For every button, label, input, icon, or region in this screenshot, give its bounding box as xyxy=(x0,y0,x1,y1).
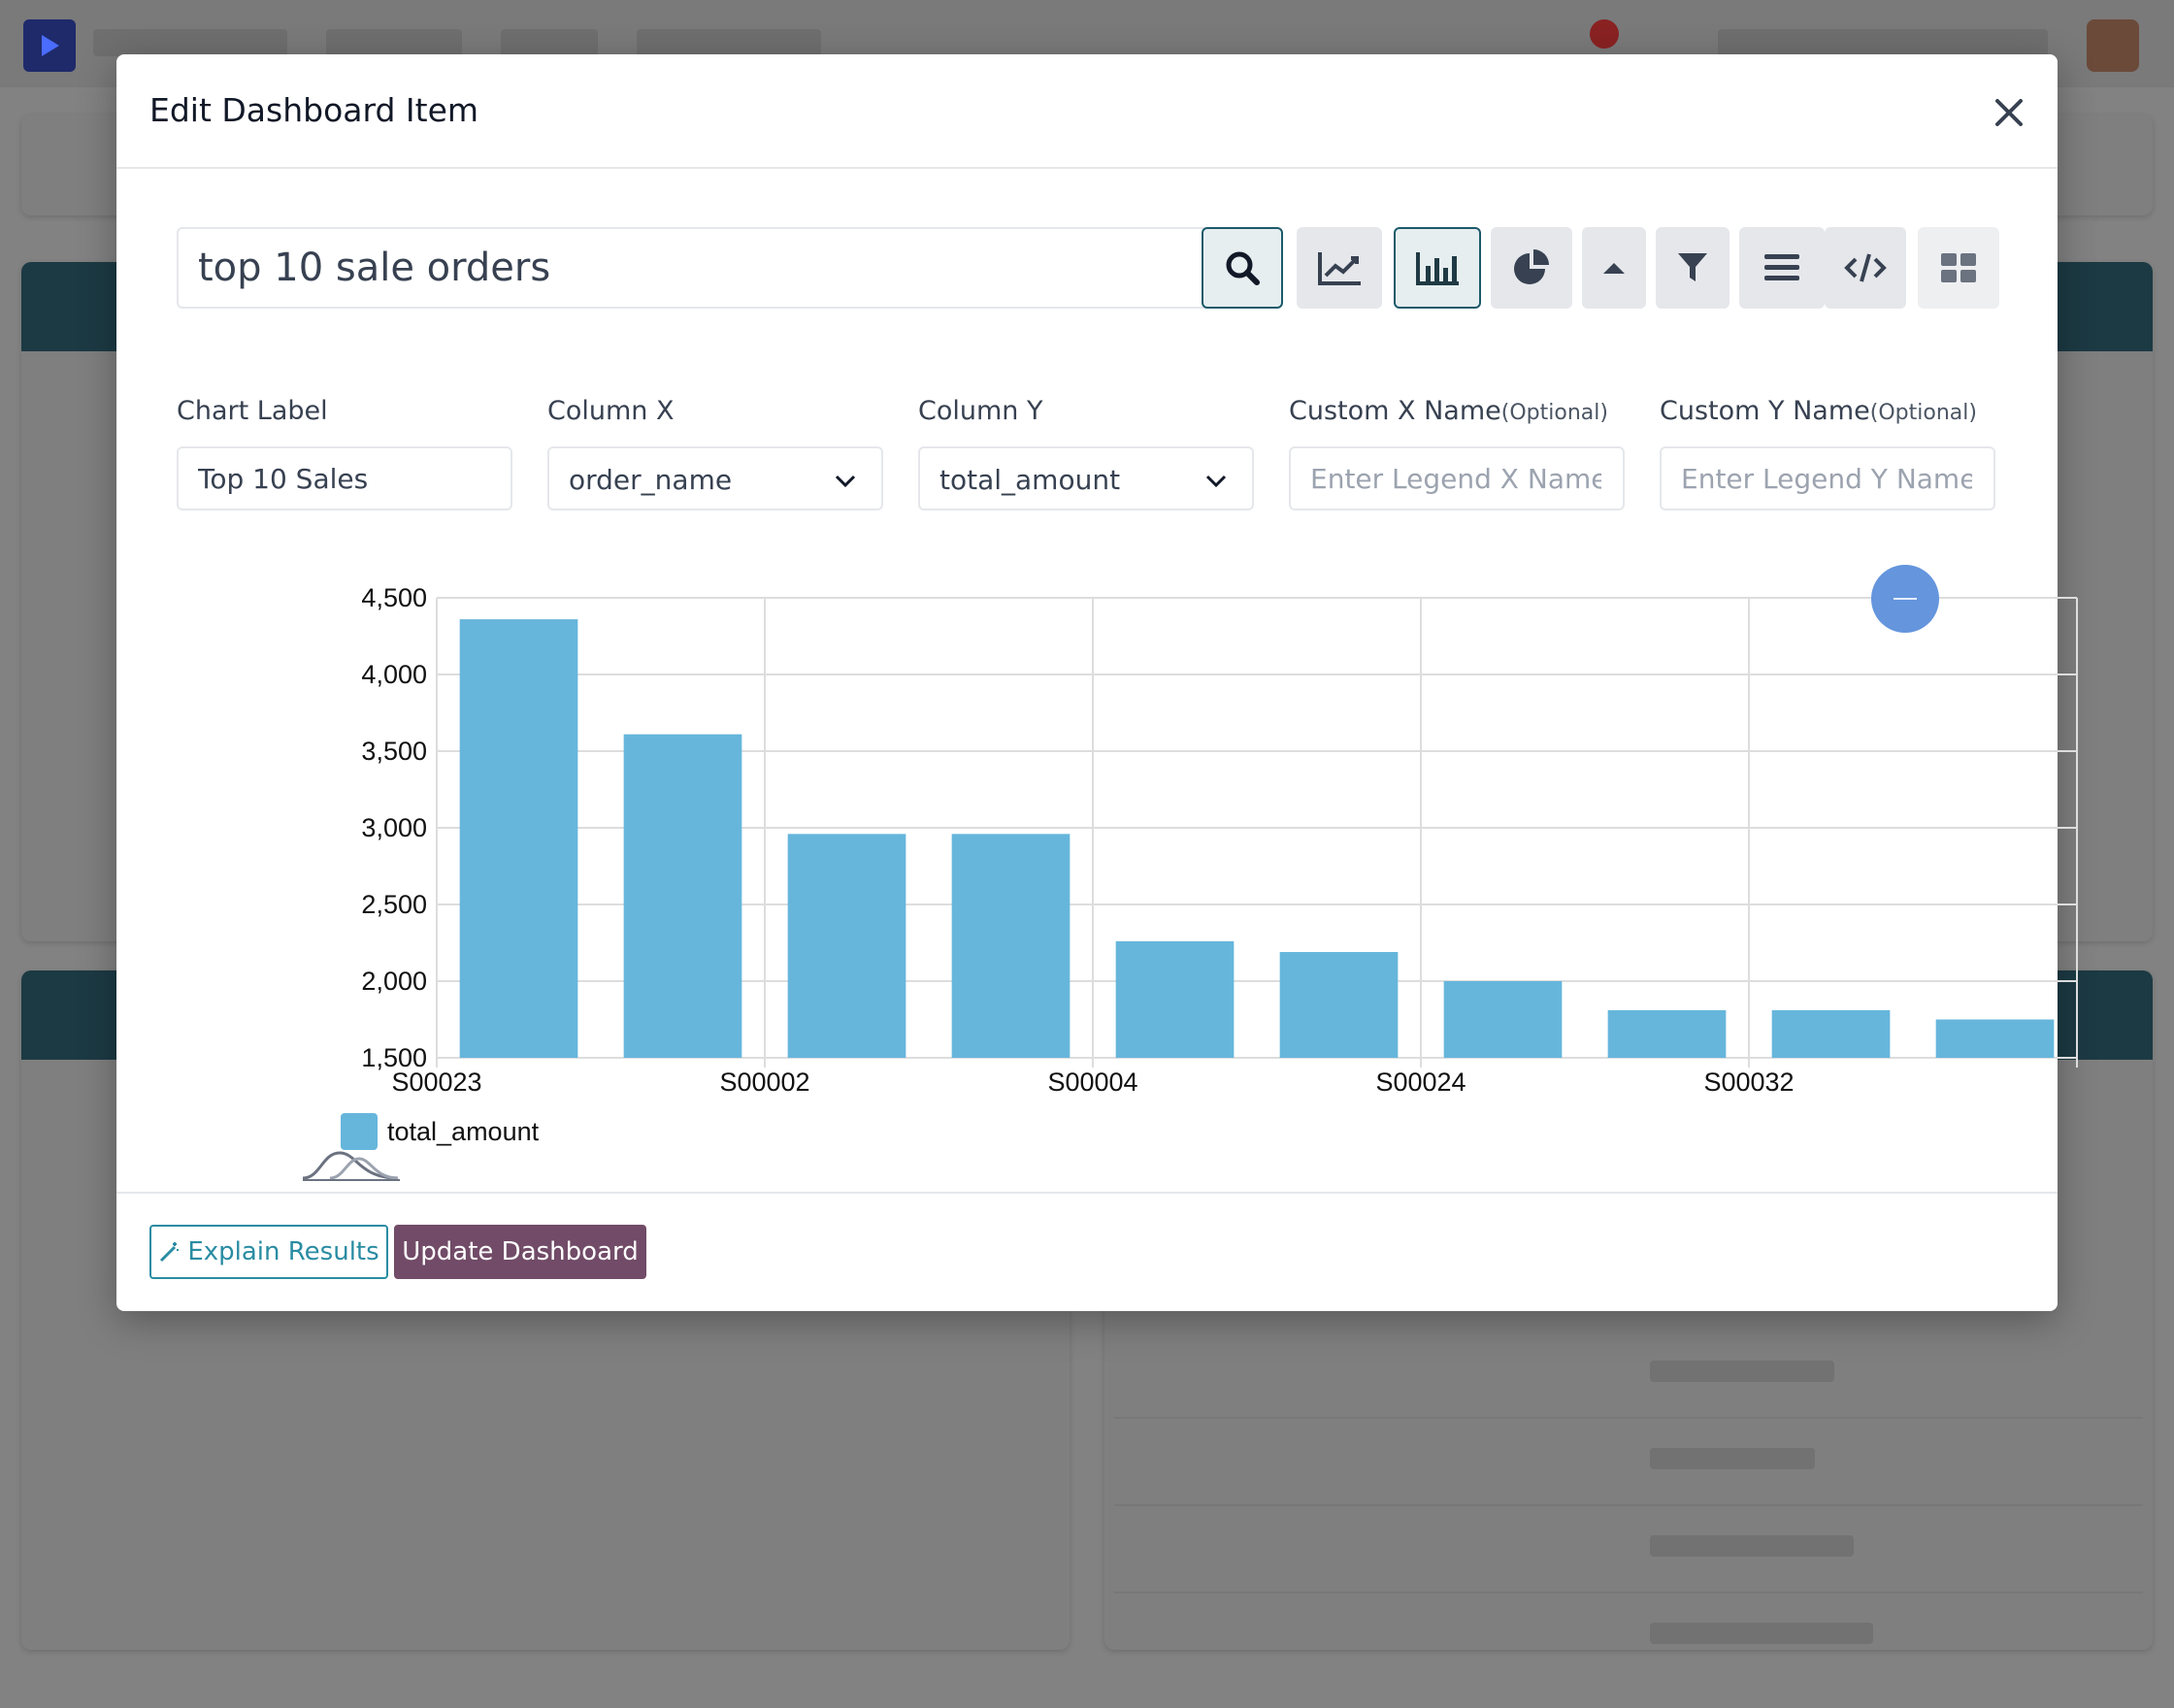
x-tick-label: S00023 xyxy=(391,1068,481,1097)
code-button[interactable] xyxy=(1825,227,1906,309)
column-y-value: total_amount xyxy=(939,464,1121,496)
code-icon xyxy=(1844,253,1887,282)
search-button[interactable] xyxy=(1202,227,1283,309)
x-tick-label: S00002 xyxy=(719,1068,809,1097)
edit-dashboard-item-modal: Edit Dashboard Item Chart Label Colu xyxy=(116,54,2078,1311)
nav-placeholder-app-name xyxy=(93,29,287,56)
custom-y-optional: (Optional) xyxy=(1869,401,1977,425)
column-y-select[interactable]: total_amount xyxy=(918,446,1254,510)
bar xyxy=(1607,1010,1727,1058)
explain-results-label: Explain Results xyxy=(187,1237,379,1266)
chevron-down-icon xyxy=(1205,475,1227,488)
query-search-box xyxy=(177,227,1283,309)
custom-y-input[interactable] xyxy=(1681,448,1972,509)
search-icon xyxy=(1226,251,1260,285)
bar xyxy=(623,734,742,1058)
grid-button[interactable] xyxy=(1918,227,1999,309)
x-tick-label: S00004 xyxy=(1047,1068,1137,1097)
chevron-down-icon xyxy=(835,475,856,488)
custom-y-field xyxy=(1660,446,1995,510)
bar-chart-icon xyxy=(1416,252,1459,285)
line-chart-button[interactable] xyxy=(1297,227,1382,309)
bg-row-text xyxy=(1650,1448,1815,1469)
notification-icon[interactable] xyxy=(1590,19,1619,49)
x-tick-label: S00024 xyxy=(1375,1068,1466,1097)
bg-row-divider xyxy=(1114,1504,2143,1506)
nav-placeholder-company[interactable] xyxy=(1718,29,2048,56)
custom-y-label-text: Custom Y Name xyxy=(1660,396,1870,426)
app-logo[interactable] xyxy=(23,19,76,72)
chart-label-input[interactable] xyxy=(198,448,489,509)
column-x-value: order_name xyxy=(569,464,733,496)
grid-icon xyxy=(1941,253,1976,282)
bar xyxy=(1279,951,1399,1058)
line-chart-icon xyxy=(1318,252,1361,285)
legend-swatch xyxy=(341,1113,378,1150)
bg-row-text xyxy=(1650,1361,1834,1382)
magic-wand-icon xyxy=(160,1242,180,1263)
y-tick-label: 2,000 xyxy=(361,967,427,996)
custom-x-input[interactable] xyxy=(1310,448,1601,509)
update-dashboard-label: Update Dashboard xyxy=(402,1237,639,1266)
y-tick-label: 4,500 xyxy=(361,583,427,612)
zoom-reset-button[interactable] xyxy=(1871,565,1939,633)
minus-icon xyxy=(1894,598,1917,600)
list-icon xyxy=(1764,254,1799,280)
y-tick-label: 4,000 xyxy=(361,660,427,689)
x-tick-label: S00032 xyxy=(1703,1068,1794,1097)
distribution-wave-icon xyxy=(302,1151,400,1181)
bar xyxy=(1443,981,1563,1058)
bar xyxy=(1115,940,1235,1058)
explain-results-button[interactable]: Explain Results xyxy=(149,1225,388,1279)
nav-placeholder-configuration[interactable] xyxy=(637,29,821,56)
chart-label-label: Chart Label xyxy=(177,396,328,426)
custom-y-label: Custom Y Name(Optional) xyxy=(1660,396,1977,426)
column-x-select[interactable]: order_name xyxy=(547,446,883,510)
close-icon[interactable] xyxy=(1990,93,2028,132)
pie-chart-button[interactable] xyxy=(1491,227,1572,309)
bar-chart-button[interactable] xyxy=(1394,227,1481,309)
column-x-label: Column X xyxy=(547,396,675,426)
custom-x-label-text: Custom X Name xyxy=(1289,396,1501,426)
caret-up-icon xyxy=(1603,263,1625,274)
user-avatar[interactable] xyxy=(2087,19,2139,72)
pie-chart-icon xyxy=(1514,249,1549,284)
bg-row-divider xyxy=(1114,1417,2143,1419)
custom-x-field xyxy=(1289,446,1625,510)
bg-row-text xyxy=(1650,1535,1854,1557)
y-tick-label: 3,500 xyxy=(361,737,427,766)
chart-legend[interactable]: total_amount xyxy=(341,1112,539,1151)
bar xyxy=(1771,1010,1891,1058)
query-input[interactable] xyxy=(198,229,1198,307)
bar-chart: 4,5004,0003,5003,0002,5002,0001,500S0002… xyxy=(361,583,2078,1097)
bg-row-text xyxy=(1650,1623,1873,1644)
caret-up-button[interactable] xyxy=(1582,227,1646,309)
list-button[interactable] xyxy=(1739,227,1825,309)
nav-placeholder-schema[interactable] xyxy=(501,29,598,56)
modal-footer-divider xyxy=(116,1192,2058,1194)
custom-x-optional: (Optional) xyxy=(1500,401,1608,425)
modal-header: Edit Dashboard Item xyxy=(116,54,2058,169)
y-tick-label: 2,500 xyxy=(361,890,427,919)
column-y-label: Column Y xyxy=(918,396,1043,426)
bar xyxy=(787,834,906,1058)
chart-label-field xyxy=(177,446,512,510)
bar xyxy=(1935,1019,2055,1058)
legend-label: total_amount xyxy=(387,1116,540,1146)
update-dashboard-button[interactable]: Update Dashboard xyxy=(394,1225,646,1279)
bar xyxy=(951,834,1071,1058)
modal-title: Edit Dashboard Item xyxy=(149,91,479,129)
bar xyxy=(459,619,578,1058)
y-tick-label: 1,500 xyxy=(361,1043,427,1072)
filter-button[interactable] xyxy=(1656,227,1729,309)
y-tick-label: 3,000 xyxy=(361,813,427,842)
filter-icon xyxy=(1678,253,1707,281)
custom-x-label: Custom X Name(Optional) xyxy=(1289,396,1608,426)
nav-placeholder-dashboard[interactable] xyxy=(326,29,462,56)
bg-row-divider xyxy=(1114,1592,2143,1593)
